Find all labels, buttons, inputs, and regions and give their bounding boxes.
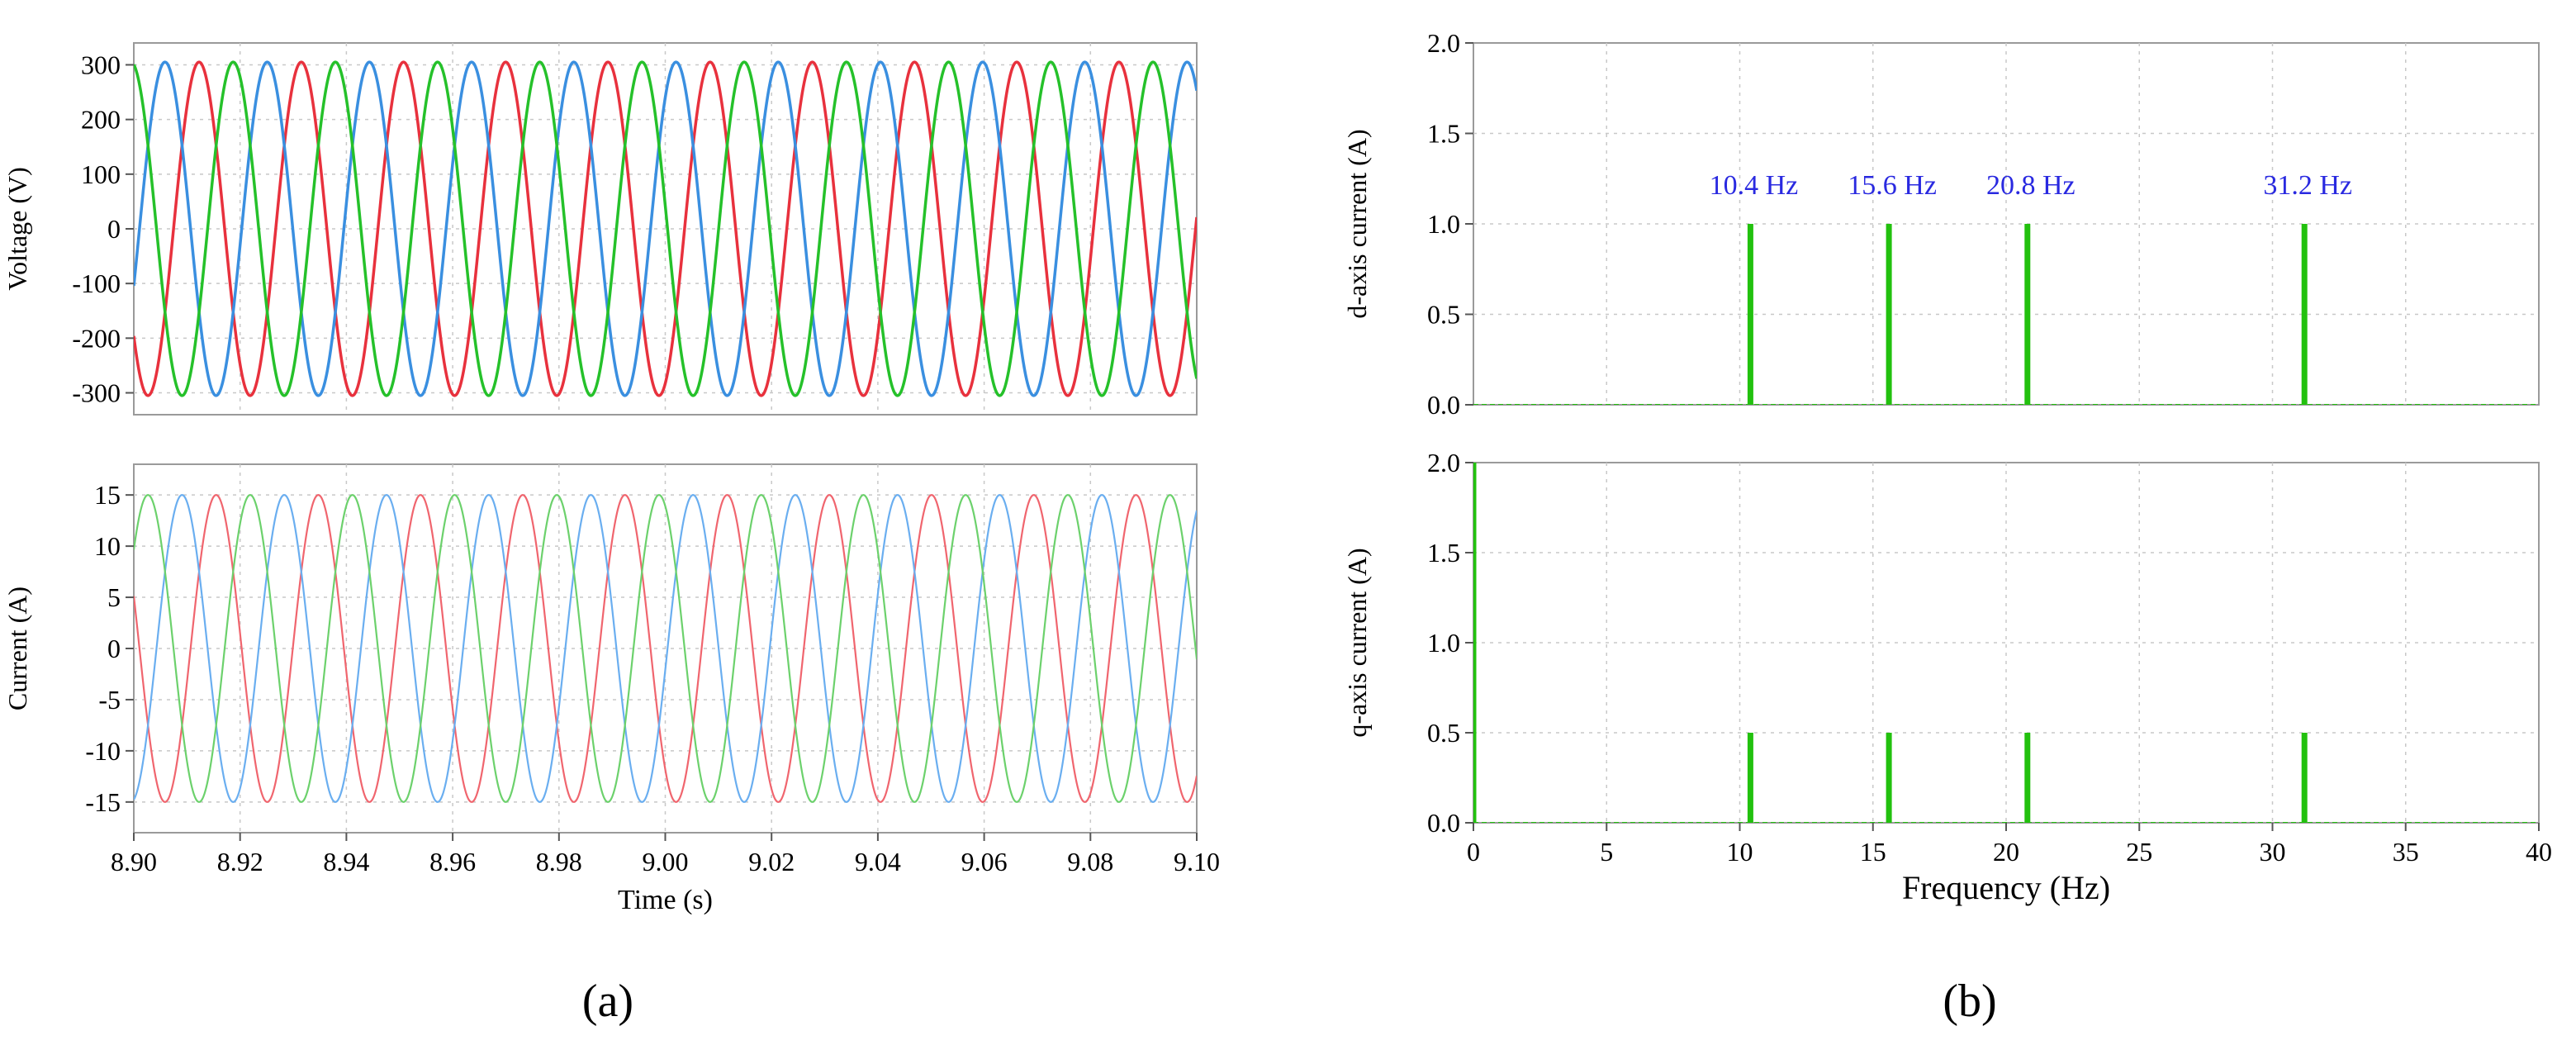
series-line-1 [134, 60, 1197, 397]
series-line-2 [134, 60, 1197, 397]
x-tick-label: 5 [1600, 837, 1613, 867]
x-tick-label: 8.90 [111, 847, 157, 876]
data-layer [1473, 463, 2539, 823]
y-tick-label: -200 [72, 323, 121, 353]
y-tick-label: 0 [107, 634, 121, 663]
y-tick-label: 0.5 [1427, 300, 1460, 330]
chart-current: -15 -10 -5 0 5 10 15 8.90 8.92 8.94 8.96 8.98 9.00 9.… [2, 463, 1220, 915]
peak-annotation: 31.2 Hz [2263, 170, 2352, 201]
x-axis-label: Frequency (Hz) [1902, 869, 2110, 906]
data-layer [134, 60, 1197, 397]
x-tick-label: 10 [1727, 837, 1753, 867]
x-tick-label: 9.08 [1067, 847, 1113, 876]
x-tick-label: 0 [1467, 837, 1480, 867]
x-tick-label: 25 [2126, 837, 2152, 867]
x-tick-label: 9.06 [961, 847, 1008, 876]
x-tick-label: 15 [1860, 837, 1886, 867]
y-tick-label: 200 [81, 105, 121, 135]
y-tick-label: 1.0 [1427, 628, 1460, 658]
chart-q-axis: 0.0 0.5 1.0 1.5 2.0 0 5 10 15 20 25 30 35 40 q-axis cu… [1342, 448, 2552, 906]
y-tick-label: 0.0 [1427, 390, 1460, 420]
peak-annotation: 15.6 Hz [1848, 170, 1937, 201]
data-layer [1473, 224, 2539, 405]
y-tick-label: -300 [72, 378, 121, 408]
x-tick-label: 35 [2393, 837, 2419, 867]
data-layer [134, 494, 1197, 803]
x-tick-label: 8.92 [217, 847, 263, 876]
series-line-2 [134, 494, 1197, 803]
y-axis-label: Current (A) [2, 587, 32, 710]
panel-label-a: (a) [582, 976, 633, 1027]
series-line-1 [134, 494, 1197, 803]
x-tick-label: 8.98 [536, 847, 582, 876]
y-tick-label: 0.0 [1427, 808, 1460, 838]
chart-voltage: -300 -200 -100 0 100 200 300 Voltage (V) [2, 42, 1198, 416]
x-axis-label: Time (s) [618, 885, 713, 915]
y-tick-label: 2.0 [1427, 448, 1460, 477]
chart-d-axis: 0.0 0.5 1.0 1.5 2.0 d-axis current (A) 10.4 Hz… [1342, 28, 2540, 420]
x-tick-label: 30 [2260, 837, 2286, 867]
y-axis-label: d-axis current (A) [1342, 129, 1372, 318]
y-tick-label: 100 [81, 159, 121, 189]
y-tick-label: 1.5 [1427, 119, 1460, 149]
y-tick-label: 5 [107, 582, 121, 612]
peak-annotation: 10.4 Hz [1710, 170, 1799, 201]
x-tick-label: 40 [2526, 837, 2552, 867]
series-line-3 [134, 60, 1197, 397]
x-tick-label: 20 [1993, 837, 2019, 867]
y-axis-label: q-axis current (A) [1342, 548, 1372, 737]
y-axis-label: Voltage (V) [2, 167, 32, 291]
panel-label-b: (b) [1943, 976, 1996, 1027]
y-tick-label: 300 [81, 50, 121, 79]
peak-annotation: 20.8 Hz [1986, 170, 2076, 201]
y-tick-label: 1.5 [1427, 538, 1460, 568]
x-tick-label: 8.94 [323, 847, 369, 876]
y-tick-label: 15 [94, 480, 121, 510]
y-tick-label: 1.0 [1427, 209, 1460, 239]
y-tick-label: -5 [98, 685, 121, 715]
x-tick-label: 9.04 [855, 847, 901, 876]
y-tick-label: -100 [72, 268, 121, 298]
x-tick-label: 9.02 [748, 847, 795, 876]
series-line-3 [134, 494, 1197, 803]
y-tick-label: 0 [107, 214, 121, 244]
y-tick-label: 0.5 [1427, 718, 1460, 748]
y-tick-label: 10 [94, 531, 121, 561]
x-tick-label: 8.96 [429, 847, 476, 876]
x-tick-label: 9.10 [1174, 847, 1220, 876]
y-tick-label: -10 [85, 736, 121, 766]
x-tick-label: 9.00 [643, 847, 689, 876]
y-tick-label: 2.0 [1427, 28, 1460, 58]
y-tick-label: -15 [85, 787, 121, 817]
